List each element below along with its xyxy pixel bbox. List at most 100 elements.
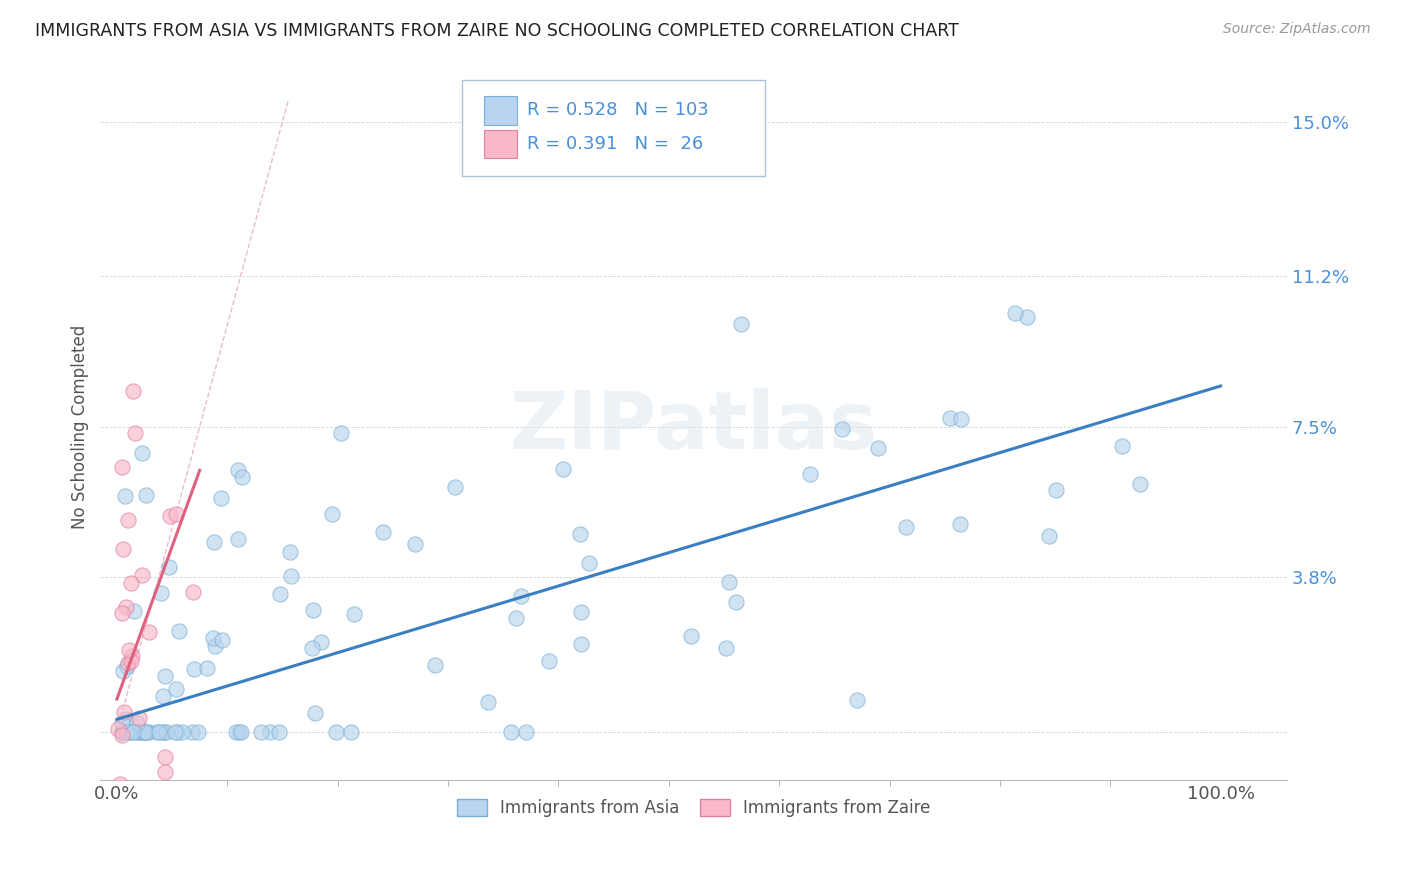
- Point: [229, 724, 252, 739]
- Point: [209, 491, 232, 506]
- Point: [128, 724, 150, 739]
- Point: [831, 421, 853, 435]
- Point: [121, 384, 143, 398]
- Point: [165, 724, 187, 739]
- Point: [329, 425, 352, 440]
- Point: [949, 411, 972, 425]
- Point: [107, 785, 129, 799]
- Point: [725, 595, 748, 609]
- Point: [128, 724, 150, 739]
- Point: [228, 724, 250, 739]
- Point: [1129, 477, 1152, 491]
- Point: [679, 629, 702, 643]
- Point: [145, 724, 167, 739]
- Point: [167, 624, 190, 639]
- Point: [166, 508, 188, 522]
- Point: [569, 605, 592, 619]
- Point: [226, 532, 249, 546]
- Point: [125, 724, 148, 739]
- Point: [111, 715, 134, 730]
- Point: [135, 488, 157, 502]
- Point: [187, 724, 209, 739]
- Point: [114, 712, 136, 726]
- Legend: Immigrants from Asia, Immigrants from Zaire: Immigrants from Asia, Immigrants from Za…: [449, 790, 939, 825]
- Point: [231, 469, 253, 483]
- Point: [108, 777, 131, 791]
- Point: [321, 507, 343, 521]
- Point: [131, 568, 153, 582]
- Point: [107, 785, 129, 799]
- Point: [172, 724, 194, 739]
- Point: [280, 569, 302, 583]
- Point: [339, 724, 361, 739]
- Point: [118, 724, 141, 739]
- Point: [159, 509, 181, 524]
- Point: [1015, 310, 1038, 324]
- Point: [499, 724, 522, 739]
- Point: [553, 462, 575, 476]
- Text: R = 0.528   N = 103: R = 0.528 N = 103: [527, 102, 709, 120]
- Point: [132, 724, 155, 739]
- Point: [302, 602, 325, 616]
- Point: [269, 724, 291, 739]
- Point: [569, 637, 592, 651]
- Point: [121, 649, 143, 664]
- Point: [477, 695, 499, 709]
- Point: [204, 639, 226, 653]
- Point: [846, 693, 869, 707]
- Point: [537, 654, 560, 668]
- Point: [120, 575, 142, 590]
- Point: [325, 724, 347, 739]
- Point: [949, 516, 972, 531]
- Point: [894, 520, 917, 534]
- Point: [152, 689, 174, 703]
- Point: [122, 604, 145, 618]
- Point: [132, 724, 155, 739]
- Point: [568, 527, 591, 541]
- Point: [111, 724, 134, 739]
- Point: [120, 654, 142, 668]
- Point: [115, 599, 138, 614]
- Point: [152, 724, 174, 739]
- Point: [249, 724, 271, 739]
- Point: [115, 724, 138, 739]
- Bar: [484, 96, 517, 125]
- Point: [309, 635, 332, 649]
- Text: ZIPatlas: ZIPatlas: [509, 388, 877, 466]
- Point: [259, 724, 281, 739]
- Point: [578, 556, 600, 570]
- Point: [117, 656, 139, 670]
- Point: [278, 545, 301, 559]
- Point: [181, 585, 204, 599]
- Point: [124, 426, 146, 441]
- Point: [120, 724, 142, 739]
- Point: [1045, 483, 1067, 498]
- Point: [197, 661, 219, 675]
- Point: [166, 724, 188, 739]
- Text: Source: ZipAtlas.com: Source: ZipAtlas.com: [1223, 22, 1371, 37]
- Point: [111, 728, 134, 742]
- Point: [122, 724, 145, 739]
- Point: [131, 446, 153, 460]
- Point: [112, 724, 135, 739]
- Point: [269, 587, 291, 601]
- Point: [135, 724, 157, 739]
- Point: [443, 480, 465, 494]
- Point: [153, 749, 176, 764]
- Point: [202, 535, 225, 549]
- Point: [115, 658, 138, 673]
- Point: [404, 537, 426, 551]
- Point: [128, 711, 150, 725]
- Point: [373, 524, 395, 539]
- Y-axis label: No Schooling Completed: No Schooling Completed: [72, 325, 89, 529]
- Point: [342, 607, 364, 621]
- Point: [183, 662, 205, 676]
- Point: [423, 658, 446, 673]
- Point: [132, 724, 155, 739]
- Point: [157, 560, 180, 574]
- Point: [505, 611, 527, 625]
- Bar: [484, 129, 517, 158]
- Point: [716, 641, 738, 656]
- Point: [153, 765, 176, 780]
- Point: [148, 724, 170, 739]
